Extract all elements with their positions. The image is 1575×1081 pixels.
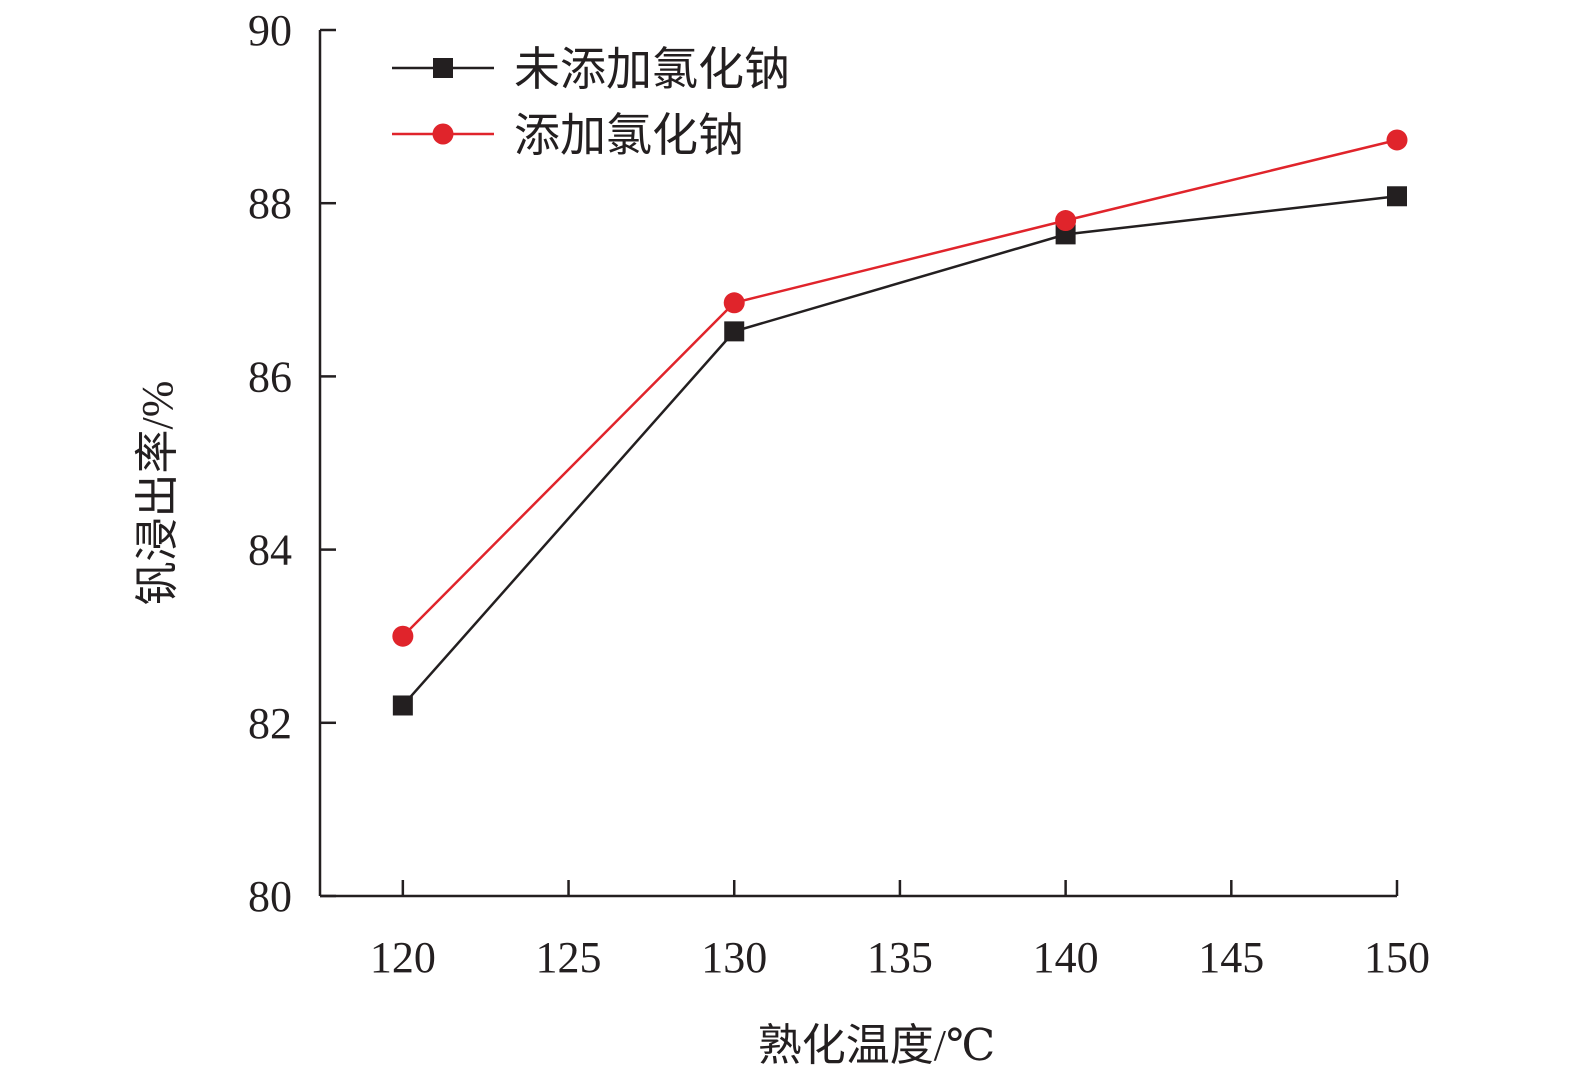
data-point <box>724 321 745 342</box>
series-layer <box>392 129 1408 716</box>
legend-label: 未添加氯化钠 <box>514 44 790 95</box>
y-tick-label: 84 <box>248 526 292 575</box>
legend-item: 添加氯化钠 <box>392 110 744 161</box>
y-tick-label: 82 <box>248 699 292 748</box>
series-1 <box>392 186 1407 716</box>
legend-marker <box>432 123 454 145</box>
data-point <box>1055 210 1077 232</box>
axes: 80 82 84 86 88 90 120 125 130 135 140 145 150 <box>248 6 1430 982</box>
x-axis-title: 熟化温度/℃ <box>758 1021 995 1070</box>
legend-marker <box>433 58 453 78</box>
series-2 <box>392 129 1408 647</box>
series-line <box>401 138 1398 638</box>
y-axis-ticks: 80 82 84 86 88 90 <box>248 6 336 921</box>
x-tick-label: 125 <box>536 933 602 982</box>
legend-item: 未添加氯化钠 <box>392 44 790 95</box>
x-tick-label: 140 <box>1033 933 1099 982</box>
legend-label: 添加氯化钠 <box>514 110 744 161</box>
data-point <box>1386 129 1408 151</box>
x-tick-label: 120 <box>370 933 436 982</box>
x-tick-label: 150 <box>1364 933 1430 982</box>
x-axis-ticks: 120 125 130 135 140 145 150 <box>370 880 1430 982</box>
y-tick-label: 90 <box>248 6 292 55</box>
series-line <box>401 195 1398 707</box>
y-axis-title: 钒浸出率/% <box>133 381 182 606</box>
data-point <box>1387 186 1407 207</box>
x-tick-label: 135 <box>867 933 933 982</box>
x-tick-label: 145 <box>1198 933 1264 982</box>
x-tick-label: 130 <box>701 933 767 982</box>
data-point <box>392 695 413 716</box>
y-tick-label: 80 <box>248 872 292 921</box>
data-point <box>392 625 414 647</box>
y-tick-label: 86 <box>248 352 292 401</box>
data-point <box>723 292 745 314</box>
y-tick-label: 88 <box>248 179 292 228</box>
